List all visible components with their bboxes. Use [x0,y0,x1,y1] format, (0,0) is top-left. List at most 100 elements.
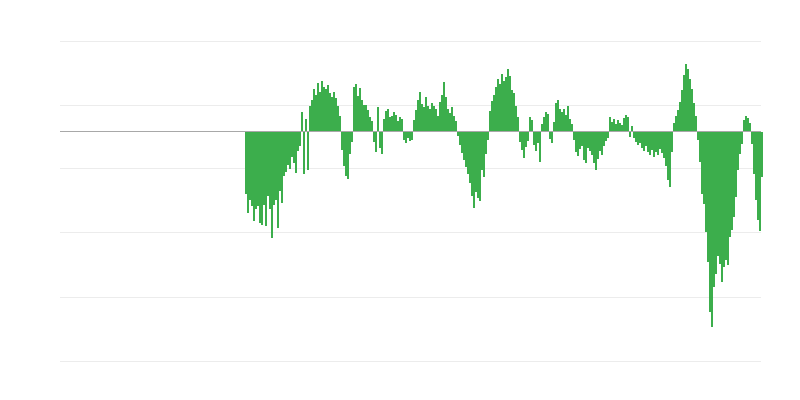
bar [557,100,559,131]
bar [451,107,453,131]
bar [381,132,383,154]
bar [259,132,261,223]
bar [729,132,731,237]
bar [477,132,479,198]
bar [517,117,519,131]
bar [283,132,285,176]
bar [467,132,469,174]
bar [665,132,667,166]
bar [619,123,621,131]
bar [363,105,365,131]
bar [709,132,711,312]
bar [319,92,321,131]
bar [553,122,555,131]
bar [485,132,487,154]
bar [361,100,363,131]
bars-group [245,64,763,327]
bar [555,103,557,131]
bar [595,132,597,170]
bar [675,116,677,131]
bar [607,132,609,138]
bar [643,132,645,151]
bar [395,115,397,131]
bar [579,132,581,149]
bar [753,132,755,174]
bar [657,132,659,155]
bar [417,100,419,131]
bar [495,87,497,131]
bar [407,132,409,138]
bar [757,132,759,220]
bar [315,95,317,131]
bar [651,132,653,150]
bar [525,132,527,147]
bar [569,119,571,131]
bar [653,132,655,157]
bar [723,132,725,267]
bar [755,132,757,200]
bar [473,132,475,208]
bar [721,132,723,282]
bar [461,132,463,153]
bar [479,132,481,201]
bar [471,132,473,196]
bar [663,132,665,158]
bar [403,132,405,140]
bar [295,132,297,173]
bar [637,132,639,145]
bar [535,132,537,151]
bar [393,112,395,131]
bar [411,132,413,140]
bar [275,132,277,200]
bar [443,82,445,131]
bar [435,109,437,131]
bar [349,132,351,154]
bar [413,120,415,131]
bar [437,116,439,131]
bar [355,84,357,131]
bar [581,132,583,146]
bar [321,81,323,131]
bar [719,132,721,264]
bar [371,121,373,131]
bar [383,119,385,131]
bar [325,89,327,131]
bar [627,117,629,131]
bar [387,109,389,131]
bar [649,132,651,155]
bar [335,98,337,131]
bar [447,109,449,131]
bar [541,124,543,131]
bar [515,106,517,131]
bar [299,132,301,146]
bar [575,132,577,152]
bar [305,119,307,131]
bar [705,132,707,232]
bar [337,106,339,131]
bar [497,79,499,131]
bar [481,132,483,170]
bar [601,132,603,155]
bar [261,132,263,225]
bar [267,132,269,196]
bar [281,132,283,203]
bar [257,132,259,206]
bar [717,132,719,256]
bar [727,132,729,265]
bar [751,132,753,144]
bar [253,132,255,221]
bar [697,132,699,140]
bar [749,123,751,131]
bar [583,132,585,160]
bar [545,112,547,131]
bar [661,132,663,153]
bar [677,110,679,131]
bar [401,119,403,131]
bar [507,69,509,131]
bar [605,132,607,141]
bar [641,132,643,148]
bar [711,132,713,327]
bar [503,81,505,131]
bar [247,132,249,213]
bar [577,132,579,156]
